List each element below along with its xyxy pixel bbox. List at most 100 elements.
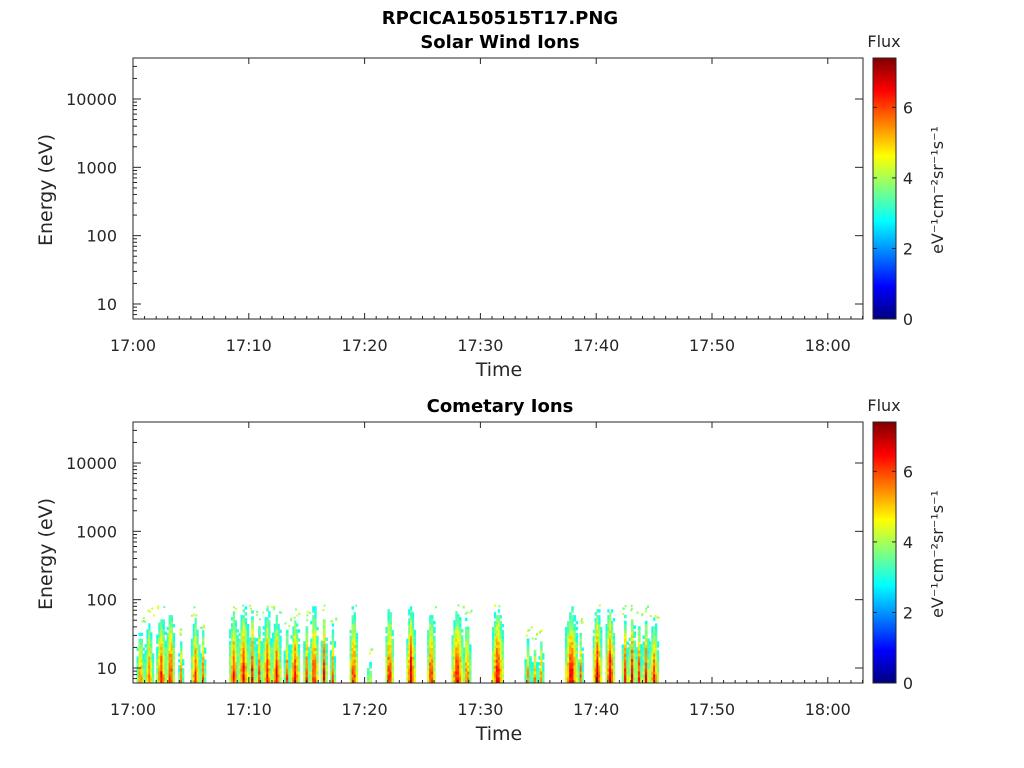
spectrogram-cell [355,632,359,637]
spectrogram-cell [351,653,354,657]
spectrogram-cell [651,671,654,675]
spectrogram-cell [164,655,167,660]
spectrogram-cell [182,677,185,681]
spectrogram-cell [246,623,250,628]
spectrogram-cell [491,641,495,646]
spectrogram-cell [325,676,328,681]
spectrogram-cell [288,680,291,684]
spectrogram-cell [162,655,165,660]
spectrogram-cell [270,647,273,651]
spectrogram-cell [230,674,234,678]
spectrogram-cell [232,629,236,633]
spectrogram-cell [170,656,174,660]
spectrogram-cell [140,662,143,666]
spectrogram-speckle [308,611,311,614]
spectrogram-cell [626,659,630,663]
spectrogram-cell [594,623,597,628]
spectrogram-cell [623,668,627,672]
colorbar-tick-label: 4 [903,533,913,552]
spectrogram-cell [633,667,636,672]
spectrogram-speckle [525,634,528,637]
spectrogram-cell [194,671,197,675]
spectrogram-cell [275,647,278,651]
spectrogram-cell [296,677,299,681]
spectrogram-cell [465,641,468,645]
spectrogram-cell [196,653,199,657]
spectrogram-cell [230,650,234,654]
spectrogram-cell [355,671,359,675]
spectrogram-cell [271,656,275,660]
spectrogram-cell [431,618,434,622]
spectrogram-cell [493,632,497,637]
spectrogram-cell [202,665,205,669]
spectrogram-cell [275,674,278,678]
spectrogram-cell [429,677,432,681]
spectrogram-cell [170,665,174,669]
spectrogram-cell [294,635,297,639]
spectrogram-speckle [306,611,309,614]
spectrogram-cell [144,680,147,684]
spectrogram-cell [296,647,299,651]
spectrogram-cell [148,668,151,672]
spectrogram-speckle [370,649,373,652]
spectrogram-cell [200,680,203,684]
spectrogram-cell [292,635,295,639]
spectrogram-cell [656,677,660,681]
spectrogram-cell [429,629,432,634]
spectrogram-cell [292,650,295,654]
spectrogram-cell [246,671,250,675]
spectrogram-cell [451,638,454,642]
spectrogram-cell [389,629,392,634]
spectrogram-cell [314,659,317,663]
spectrogram-cell [630,631,634,635]
spectrogram-cell [262,677,265,681]
spectrogram-cell [592,647,595,651]
spectrogram-cell [271,668,275,672]
spectrogram-cell [571,662,574,666]
spectrogram-cell [156,661,159,666]
spectrogram-cell [275,635,278,639]
spectrogram-cell [429,615,432,619]
spectrogram-cell [457,680,460,684]
spectrogram-cell [651,656,654,660]
spectrogram-cell [533,667,537,672]
spectrogram-cell [262,626,265,630]
spectrogram-cell [459,617,462,621]
spectrogram-cell [406,677,409,681]
spectrogram-cell [248,667,252,672]
spectrogram-cell [351,650,354,654]
spectrogram-cell [467,665,470,669]
spectrogram-cell [296,662,299,666]
spectrogram-cell [307,656,311,660]
spectrogram-cell [630,673,634,678]
spectrogram-cell [200,665,203,669]
spectrogram-cell [491,674,495,678]
spectrogram-cell [596,641,599,646]
spectrogram-cell [277,644,280,648]
spectrogram-cell [138,665,141,669]
spectrogram-cell [172,647,176,651]
plot-frame [132,421,864,684]
spectrogram-speckle [435,606,438,609]
spectrogram-cell [234,626,237,630]
spectrogram-cell [202,668,205,672]
spectrogram-cell [621,650,625,654]
spectrogram-cell [594,653,597,657]
spectrogram-cell [138,677,141,681]
spectrogram-cell [567,641,570,646]
spectrogram-cell [633,676,636,681]
spectrogram-cell [194,617,197,622]
spectrogram-cell [385,635,388,640]
spectrogram-cell [592,674,595,678]
spectrogram-cell [192,659,195,663]
spectrogram-cell [268,671,271,675]
y-tick-label: 100 [86,591,117,610]
spectrogram-cell [310,647,313,651]
spectrogram-cell [455,674,458,678]
spectrogram-cell [277,641,280,645]
spectrogram-cell [198,674,201,678]
spectrogram-cell [497,638,501,643]
spectrogram-cell [540,650,543,654]
spectrogram-cell [497,680,501,684]
spectrogram-cell [148,674,151,678]
